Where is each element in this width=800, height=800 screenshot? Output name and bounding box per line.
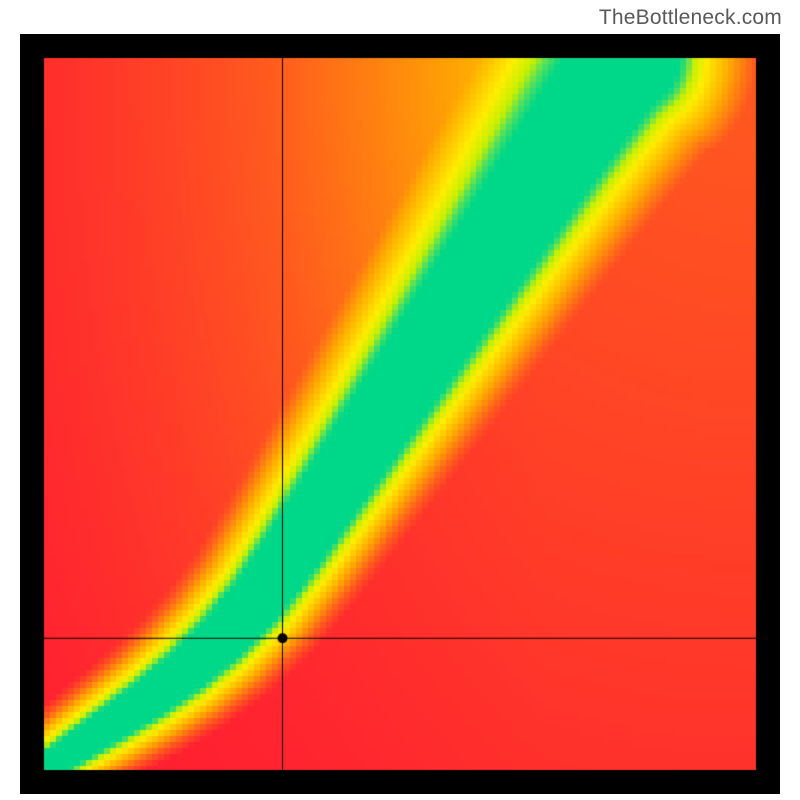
heatmap-canvas: [20, 34, 780, 794]
chart-container: TheBottleneck.com: [0, 0, 800, 800]
watermark-label: TheBottleneck.com: [599, 6, 782, 30]
